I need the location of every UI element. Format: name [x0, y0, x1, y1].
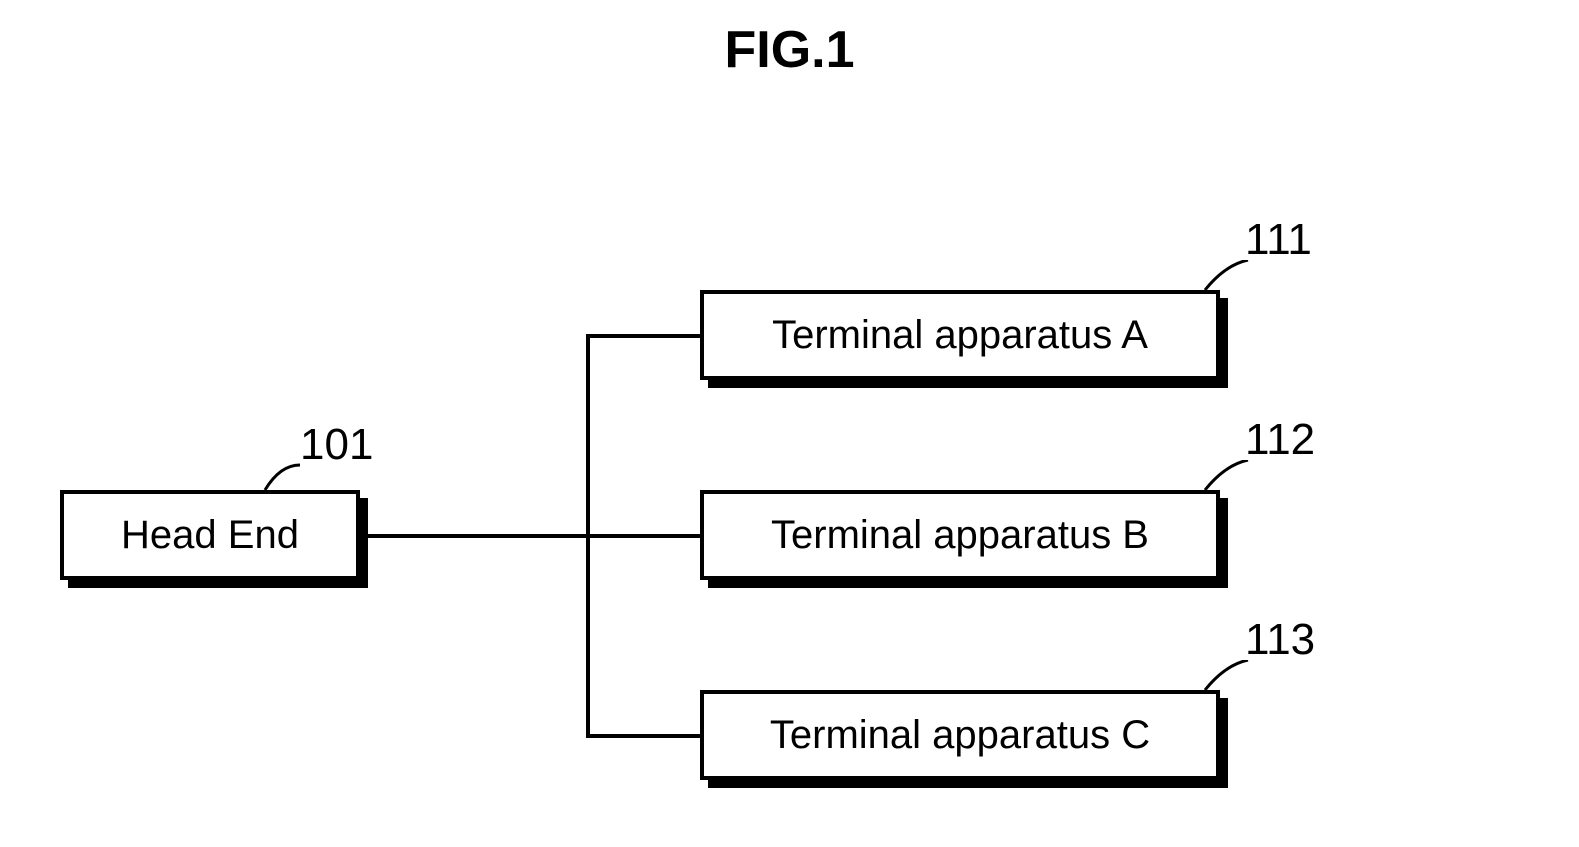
terminal-a-box: Terminal apparatus A [700, 290, 1220, 380]
terminal-b-box: Terminal apparatus B [700, 490, 1220, 580]
head-end-label: Head End [121, 513, 299, 558]
head-end-box: Head End [60, 490, 360, 580]
ref-label-101: 101 [300, 420, 373, 470]
terminal-c-box: Terminal apparatus C [700, 690, 1220, 780]
terminal-c-label: Terminal apparatus C [770, 713, 1150, 758]
figure-title: FIG.1 [724, 20, 854, 80]
connector-line [590, 734, 700, 738]
ref-label-112: 112 [1245, 415, 1315, 465]
terminal-b-label: Terminal apparatus B [771, 513, 1149, 558]
label-connector-113 [1200, 660, 1260, 700]
label-connector-112 [1200, 460, 1260, 500]
connector-line [364, 534, 590, 538]
label-connector-101 [260, 460, 310, 500]
terminal-a-label: Terminal apparatus A [772, 313, 1148, 358]
connector-line [590, 534, 700, 538]
label-connector-111 [1200, 260, 1260, 300]
ref-label-113: 113 [1245, 615, 1315, 665]
ref-label-111: 111 [1245, 215, 1312, 265]
connector-line [590, 334, 700, 338]
